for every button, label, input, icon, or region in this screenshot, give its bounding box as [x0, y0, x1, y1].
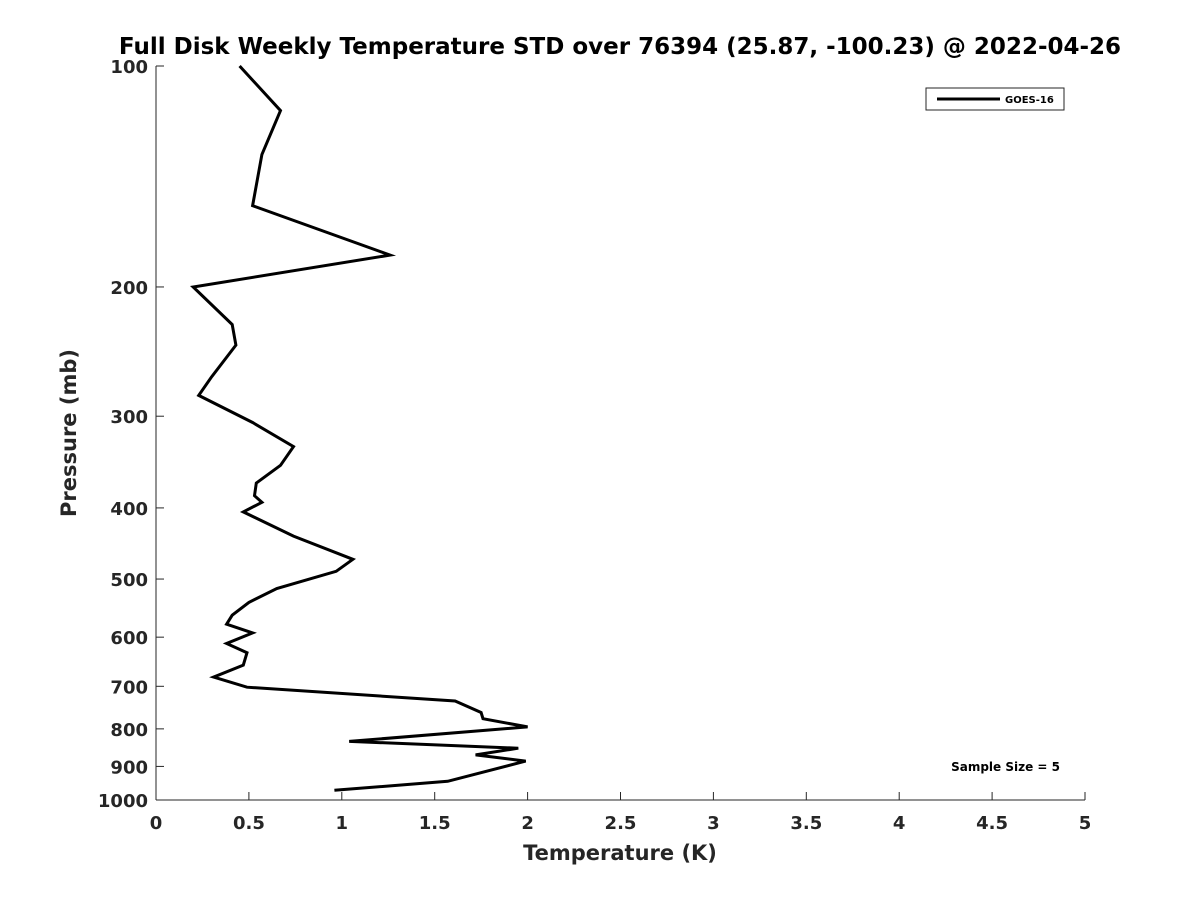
y-tick-label: 900	[110, 757, 148, 778]
x-tick-label: 2.5	[605, 813, 637, 834]
x-tick-label: 0	[150, 813, 163, 834]
y-tick-label: 500	[110, 570, 148, 591]
x-tick-label: 3.5	[790, 813, 822, 834]
x-tick-label: 1	[336, 813, 349, 834]
x-tick-label: 3	[707, 813, 720, 834]
chart-title: Full Disk Weekly Temperature STD over 76…	[119, 34, 1121, 60]
x-tick-label: 5	[1079, 813, 1092, 834]
x-tick-label: 2	[521, 813, 534, 834]
y-tick-label: 200	[110, 278, 148, 299]
sample-size-annotation: Sample Size = 5	[951, 760, 1060, 774]
x-tick-label: 4.5	[976, 813, 1008, 834]
y-tick-label: 600	[110, 628, 148, 649]
y-tick-label: 800	[110, 720, 148, 741]
y-tick-label: 100	[110, 57, 148, 78]
legend: GOES-16	[925, 87, 1065, 111]
y-axis-ticks: 100 200 300 400 500 600 700 800 900 1000	[98, 57, 164, 812]
x-axis-ticks: 0 0.5 1 1.5 2 2.5 3 3.5 4 4.5 5	[150, 792, 1092, 834]
y-tick-label: 1000	[98, 791, 148, 812]
plot-area	[156, 66, 1085, 800]
x-tick-label: 4	[893, 813, 906, 834]
y-tick-label: 300	[110, 407, 148, 428]
y-tick-label: 700	[110, 677, 148, 698]
x-tick-label: 1.5	[419, 813, 451, 834]
series-group	[189, 64, 528, 792]
y-axis-label: Pressure (mb)	[57, 349, 81, 517]
x-tick-label: 0.5	[233, 813, 265, 834]
y-tick-label: 400	[110, 499, 148, 520]
series-line-goes-16	[189, 64, 528, 792]
legend-label-goes-16: GOES-16	[1005, 95, 1054, 106]
x-axis-label: Temperature (K)	[523, 841, 717, 865]
